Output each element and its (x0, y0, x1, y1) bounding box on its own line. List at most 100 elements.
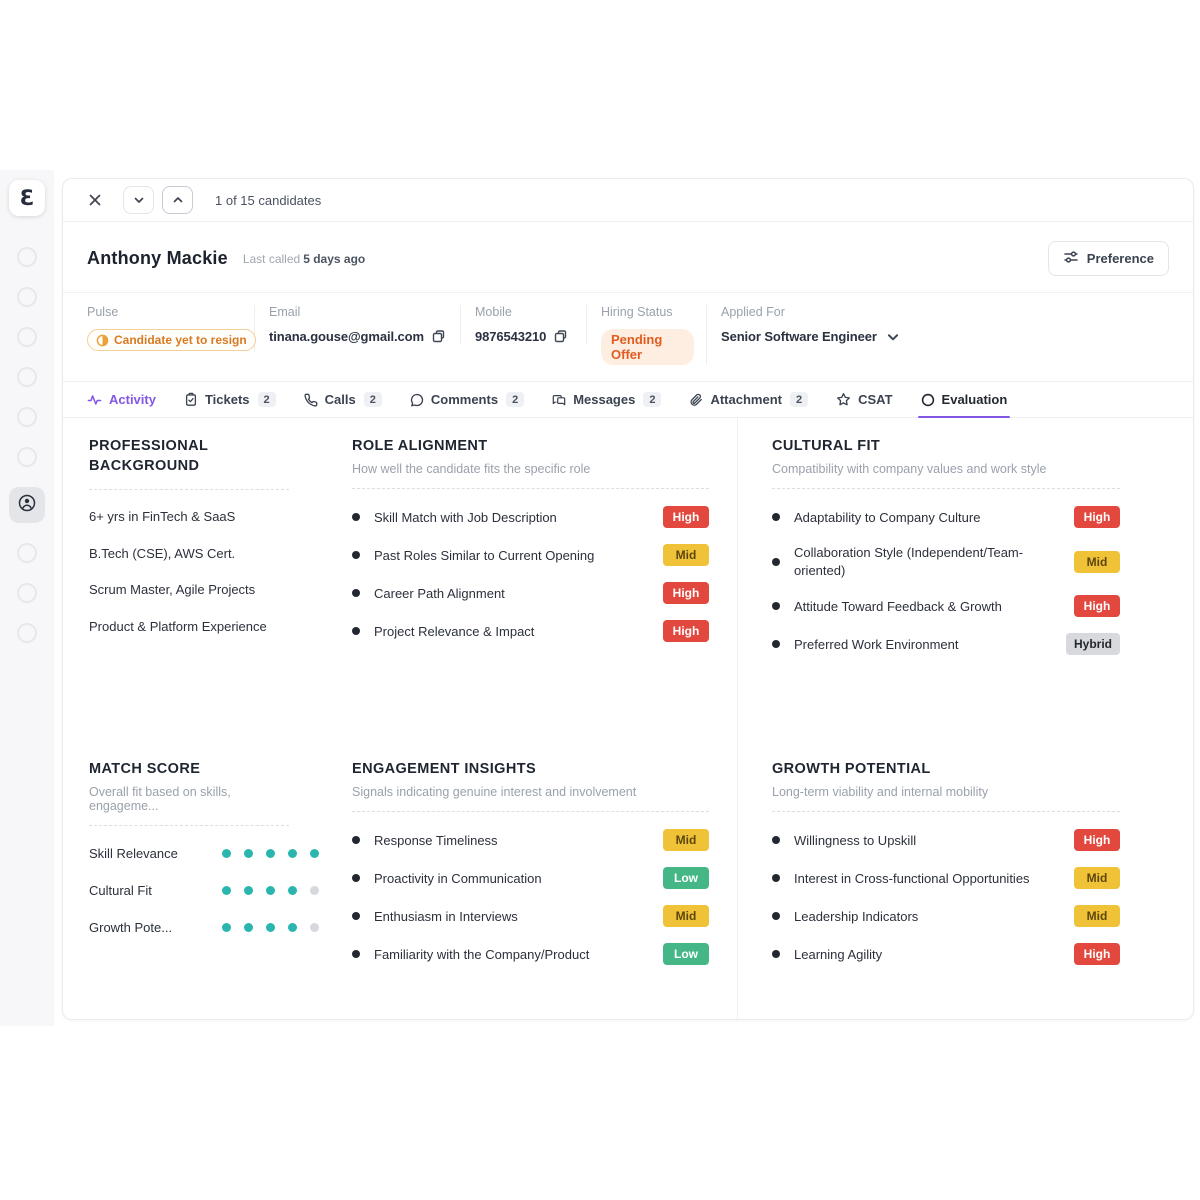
evaluation-row: Preferred Work Environment Hybrid (772, 625, 1120, 663)
bullet-icon (352, 551, 360, 560)
bullet-icon (352, 950, 360, 959)
panel-rule (352, 488, 709, 490)
score-dot-filled (222, 923, 231, 933)
score-dot-filled (288, 923, 297, 933)
info-applied-for: Applied For Senior Software Engineer (721, 305, 912, 344)
evaluation-row: Career Path Alignment High (352, 574, 709, 612)
last-called-label: Last called (242, 251, 301, 266)
tab-label: Activity (109, 392, 156, 407)
evaluation-row: Adaptability to Company Culture High (772, 498, 1120, 536)
level-badge: Mid (1074, 550, 1120, 573)
sidebar-item-5[interactable] (17, 447, 37, 467)
panel-title: MATCH SCORE (89, 761, 201, 777)
tab-calls[interactable]: Calls 2 (304, 382, 382, 417)
sidebar-nav (9, 247, 45, 643)
copy-email-icon[interactable] (431, 329, 446, 344)
score-row: Cultural Fit (89, 872, 319, 909)
score-dot-empty (310, 923, 319, 933)
chevron-down-icon (886, 330, 900, 344)
copy-mobile-icon[interactable] (553, 329, 568, 344)
score-dot-filled (222, 849, 231, 859)
level-badge: High (1074, 595, 1120, 618)
score-dots (222, 923, 319, 933)
panel-subtitle: Long-term viability and internal mobilit… (772, 785, 989, 800)
evaluation-row: Project Relevance & Impact High (352, 612, 709, 650)
evaluation-label: Proactivity in Communication (374, 870, 542, 886)
level-badge: High (1074, 943, 1120, 966)
bullet-icon (772, 874, 780, 883)
tab-label: CSAT (858, 392, 893, 407)
tab-comments[interactable]: Comments 2 (410, 382, 525, 417)
last-called-value: 5 days ago (303, 251, 366, 266)
tab-messages[interactable]: Messages 2 (552, 382, 662, 417)
applied-for-select[interactable]: Senior Software Engineer (721, 329, 900, 344)
level-badge: Mid (663, 905, 709, 928)
hiring-status-label: Hiring Status (601, 305, 673, 319)
previous-candidate-button[interactable] (162, 186, 193, 214)
score-dot-filled (222, 886, 231, 896)
evaluation-label: Learning Agility (794, 946, 883, 962)
next-candidate-button[interactable] (123, 186, 154, 214)
info-hiring-status: Hiring Status Pending Offer (601, 305, 707, 365)
mobile-value: 9876543210 (475, 329, 547, 344)
score-dot-filled (266, 849, 275, 859)
sidebar-item-1[interactable] (17, 287, 37, 307)
tab-attachment[interactable]: Attachment 2 (689, 382, 809, 417)
tab-label: Messages (573, 392, 636, 407)
sidebar-item-7[interactable] (17, 543, 37, 563)
info-email: Email tinana.gouse@gmail.com (269, 305, 461, 344)
evaluation-row: Learning Agility High (772, 935, 1120, 973)
score-dot-filled (244, 849, 253, 859)
star-icon (836, 392, 851, 407)
tab-label: Calls (324, 392, 356, 407)
level-badge: High (663, 620, 709, 643)
tabs-bar: Activity Tickets 2 Calls 2 Comments 2 Messages 2… (63, 382, 1193, 418)
pulse-label: Pulse (87, 305, 119, 319)
applied-for-label: Applied For (721, 305, 785, 319)
bullet-icon (352, 589, 360, 598)
score-dot-filled (266, 886, 275, 896)
panel-rule (89, 825, 289, 827)
activity-icon (87, 392, 102, 407)
info-pulse: Pulse Candidate yet to resign (87, 305, 256, 352)
evaluation-label: Enthusiasm in Interviews (374, 908, 518, 924)
score-dot-filled (310, 849, 319, 859)
evaluation-row: Attitude Toward Feedback & Growth High (772, 587, 1120, 625)
sidebar-item-3[interactable] (17, 367, 37, 387)
score-label: Skill Relevance (89, 846, 178, 862)
tab-activity[interactable]: Activity (87, 382, 156, 417)
evaluation-label: Past Roles Similar to Current Opening (374, 547, 595, 563)
evaluation-label: Interest in Cross-functional Opportuniti… (794, 870, 1030, 886)
evaluation-row: Leadership Indicators Mid (772, 897, 1120, 935)
engagement-insights-list: Response Timeliness Mid Proactivity in Com… (352, 821, 709, 973)
sidebar-item-4[interactable] (17, 407, 37, 427)
sidebar-item-0[interactable] (17, 247, 37, 267)
level-badge: Hybrid (1065, 633, 1120, 656)
bullet-icon (352, 836, 360, 845)
sidebar-item-active[interactable] (9, 487, 45, 523)
panel-title: PROFESSIONAL BACKGROUND (89, 438, 208, 475)
tab-csat[interactable]: CSAT (836, 382, 893, 417)
evaluation-label: Collaboration Style (Independent/Team-or… (794, 545, 1024, 578)
phone-icon (304, 393, 318, 407)
evaluation-row: Enthusiasm in Interviews Mid (352, 897, 709, 935)
growth-potential-list: Willingness to Upskill High Interest in Cr… (772, 821, 1120, 973)
bullet-icon (772, 602, 780, 611)
score-dot-filled (266, 923, 275, 933)
level-badge: High (663, 582, 709, 605)
evaluation-content: PROFESSIONAL BACKGROUND 6+ yrs in FinTec… (63, 418, 1193, 1019)
sidebar-item-8[interactable] (17, 583, 37, 603)
preference-button[interactable]: Preference (1047, 241, 1169, 276)
tab-evaluation[interactable]: Evaluation (917, 382, 1011, 418)
evaluation-row: Willingness to Upskill High (772, 821, 1120, 859)
sidebar-item-9[interactable] (17, 623, 37, 643)
sidebar-item-2[interactable] (17, 327, 37, 347)
tab-tickets[interactable]: Tickets 2 (184, 382, 276, 417)
close-icon[interactable] (87, 192, 103, 208)
ticket-icon (184, 392, 198, 407)
evaluation-label: Skill Match with Job Description (374, 509, 557, 525)
tab-count-badge: 2 (506, 392, 525, 407)
candidate-header: Anthony Mackie Last called 5 days ago Pre… (63, 222, 1193, 293)
sliders-icon (1063, 249, 1079, 268)
pulse-status-badge[interactable]: Candidate yet to resign (87, 329, 256, 351)
